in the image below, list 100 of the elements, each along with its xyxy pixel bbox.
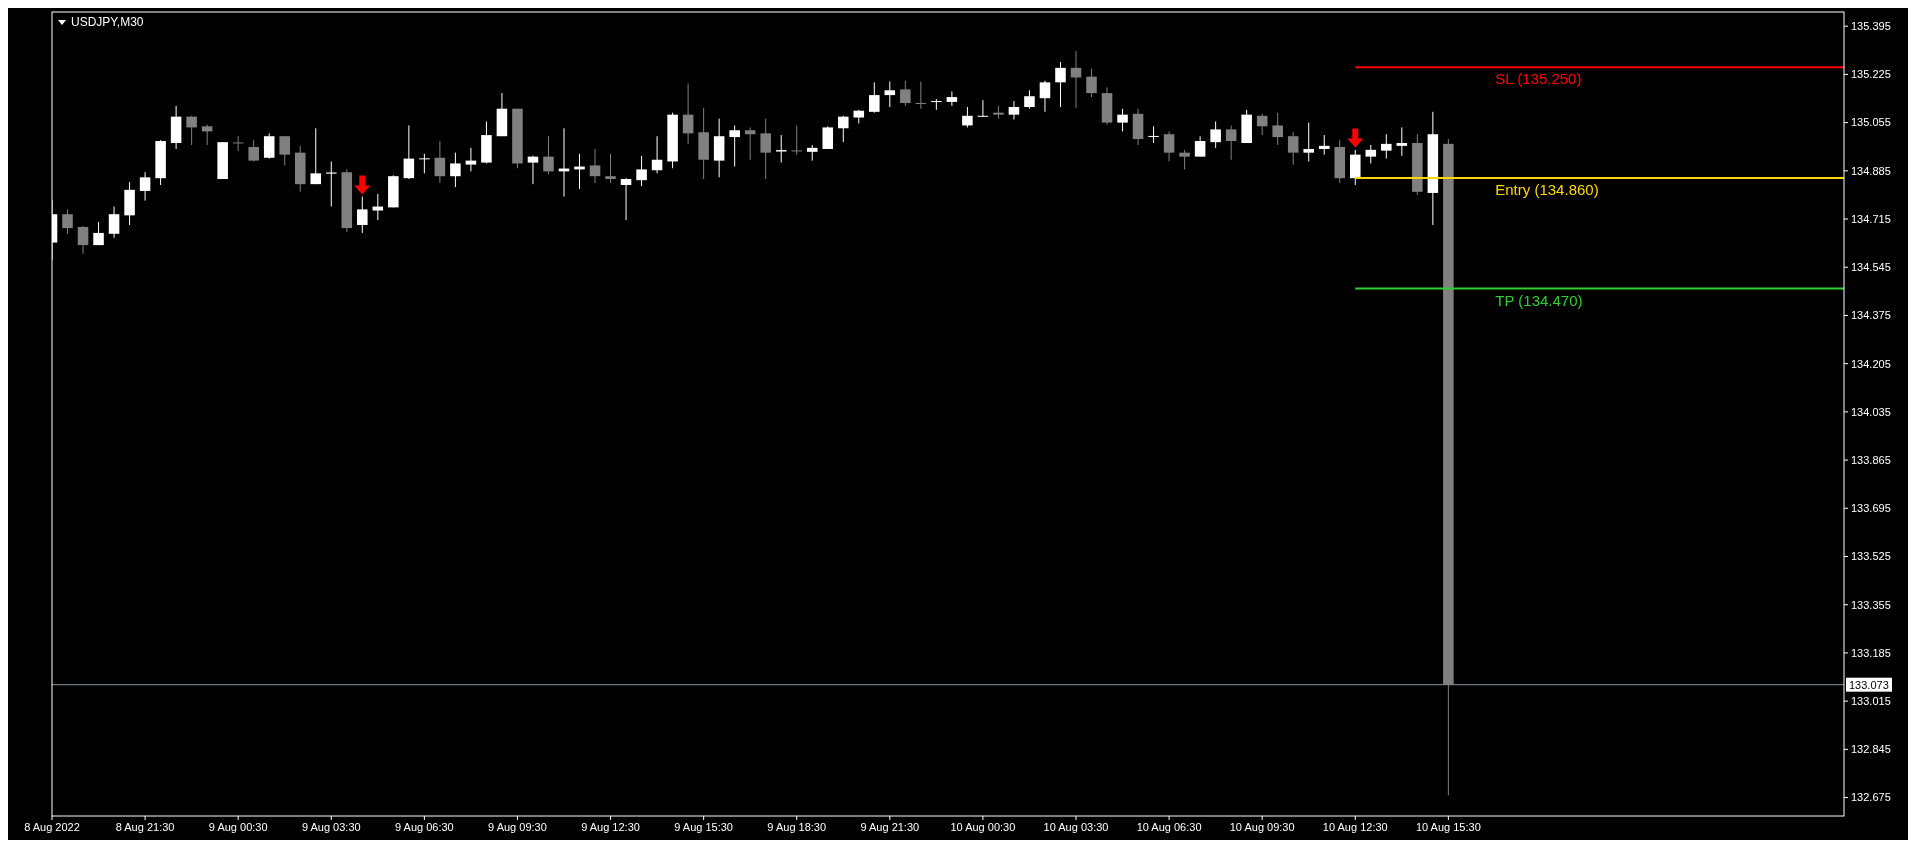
candlestick (977, 99, 989, 118)
candlestick (900, 80, 911, 107)
candlestick (1396, 126, 1408, 157)
candlestick (1318, 134, 1330, 156)
series-label: Entry (134.860) (1495, 180, 1599, 198)
candlestick (822, 125, 834, 150)
candlestick (1039, 80, 1051, 113)
candlestick (62, 208, 73, 235)
x-tick-label: 8 Aug 2022 (24, 821, 80, 833)
y-tick-label: 133.695 (1851, 502, 1891, 515)
candlestick (543, 135, 554, 175)
candlestick (1350, 149, 1361, 186)
candlestick (1365, 144, 1377, 164)
y-tick-label: 133.015 (1851, 694, 1891, 707)
candlestick (1086, 68, 1097, 98)
candlestick (946, 90, 958, 107)
candlestick (744, 126, 756, 161)
candlestick (108, 206, 120, 239)
y-tick-label: 133.865 (1851, 453, 1891, 466)
candlestick (636, 155, 647, 187)
candlestick (1287, 131, 1299, 166)
y-tick-label: 132.675 (1851, 791, 1891, 804)
chart-title: USDJPY,M30 (71, 15, 144, 29)
candlestick (775, 134, 787, 164)
candlestick (962, 106, 973, 128)
x-tick-label: 10 Aug 09:30 (1229, 821, 1295, 833)
y-tick-label: 135.055 (1851, 116, 1891, 129)
candlestick (760, 118, 771, 180)
candlestick (263, 132, 275, 160)
candlestick (682, 82, 694, 145)
y-tick-label: 134.035 (1851, 405, 1891, 418)
candlestick (1148, 125, 1159, 144)
candlestick (729, 124, 740, 168)
candlestick (1024, 89, 1035, 110)
candlestick (884, 80, 896, 108)
candlestick (372, 193, 384, 221)
y-tick-label: 132.845 (1851, 743, 1891, 756)
candlestick (232, 135, 244, 152)
candlestick (419, 153, 430, 174)
y-tick-label: 133.355 (1851, 598, 1891, 611)
candlestick (1225, 124, 1237, 161)
ref-line-label: 133.073 (1849, 678, 1889, 691)
candlestick (403, 124, 415, 180)
x-tick-label: 10 Aug 00:30 (950, 821, 1016, 833)
candlestick (139, 171, 151, 202)
candlestick (620, 177, 632, 221)
candlestick (434, 140, 446, 184)
candlestick (450, 152, 461, 188)
x-tick-label: 9 Aug 03:30 (301, 821, 361, 833)
candlestick (791, 124, 802, 156)
y-tick-label: 134.715 (1851, 212, 1891, 225)
candlestick (1256, 113, 1268, 136)
candlestick (357, 196, 368, 234)
candlestick (869, 81, 880, 114)
candlestick (186, 115, 197, 146)
x-tick-label: 9 Aug 12:30 (581, 821, 640, 833)
x-tick-label: 9 Aug 00:30 (208, 821, 268, 833)
candlestick (1070, 50, 1082, 109)
y-tick-label: 135.395 (1851, 20, 1891, 33)
candlestick (1008, 100, 1020, 120)
x-tick-label: 10 Aug 15:30 (1415, 821, 1481, 833)
candlestick (1210, 120, 1221, 149)
candlestick (1055, 61, 1066, 108)
candlestick (1117, 108, 1128, 132)
candlestick (1303, 122, 1314, 162)
candlestick (1194, 135, 1206, 158)
candlestick (1272, 112, 1283, 146)
y-tick-label: 135.225 (1851, 68, 1891, 81)
y-tick-label: 133.185 (1851, 646, 1891, 659)
candlestick (931, 98, 942, 111)
candlestick (651, 135, 663, 174)
x-tick-label: 8 Aug 21:30 (115, 821, 175, 833)
series-label: TP (134.470) (1495, 291, 1583, 309)
candlestick (1381, 133, 1392, 160)
candlestick (279, 135, 290, 166)
y-tick-label: 134.205 (1851, 357, 1891, 370)
candlestick (915, 80, 927, 110)
candlestick (527, 155, 539, 185)
candlestick (838, 115, 849, 143)
candlestick (1179, 149, 1190, 170)
x-tick-label: 9 Aug 21:30 (860, 821, 920, 833)
candlestick (77, 225, 89, 255)
candlestick (326, 160, 337, 208)
x-tick-label: 9 Aug 18:30 (767, 821, 827, 833)
x-tick-label: 10 Aug 03:30 (1043, 821, 1109, 833)
candlestick (310, 127, 322, 185)
candlestick (605, 153, 616, 184)
candlestick (465, 147, 477, 172)
x-tick-label: 10 Aug 12:30 (1322, 821, 1388, 833)
y-tick-label: 134.885 (1851, 164, 1891, 177)
series-label: SL (135.250) (1495, 70, 1582, 88)
candlestick (589, 148, 601, 184)
x-tick-label: 9 Aug 15:30 (674, 821, 733, 833)
y-tick-label: 134.545 (1851, 261, 1891, 274)
x-tick-label: 10 Aug 06:30 (1136, 821, 1202, 833)
x-tick-label: 9 Aug 09:30 (488, 821, 547, 833)
candlestick (1163, 130, 1175, 162)
x-tick-label: 9 Aug 06:30 (395, 821, 454, 833)
y-tick-label: 134.375 (1851, 309, 1891, 322)
y-tick-label: 133.525 (1851, 550, 1891, 563)
